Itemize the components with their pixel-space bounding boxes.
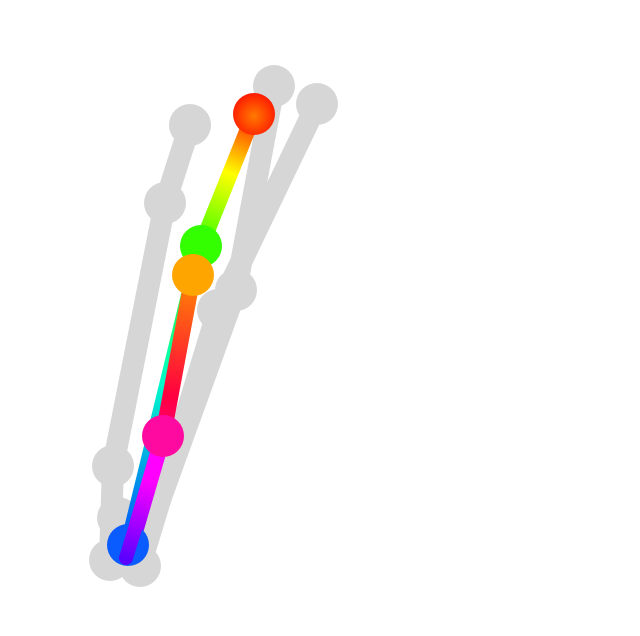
ghost-joint (296, 83, 338, 125)
ghost-joint (92, 445, 134, 487)
highlight-limb-tail-overlay (119, 473, 157, 565)
joint-top (233, 93, 275, 135)
ghost-joints (89, 65, 338, 587)
ghost-joint (169, 104, 211, 146)
joint-orange (172, 254, 214, 296)
highlight-joints (107, 93, 275, 566)
ghost-joint (144, 182, 186, 224)
ghost-joint (197, 289, 239, 331)
highlight-limb-lower (155, 267, 201, 444)
highlight-limb-upper (193, 106, 262, 254)
ghost-limb (102, 192, 176, 477)
joint-pink (142, 415, 184, 457)
